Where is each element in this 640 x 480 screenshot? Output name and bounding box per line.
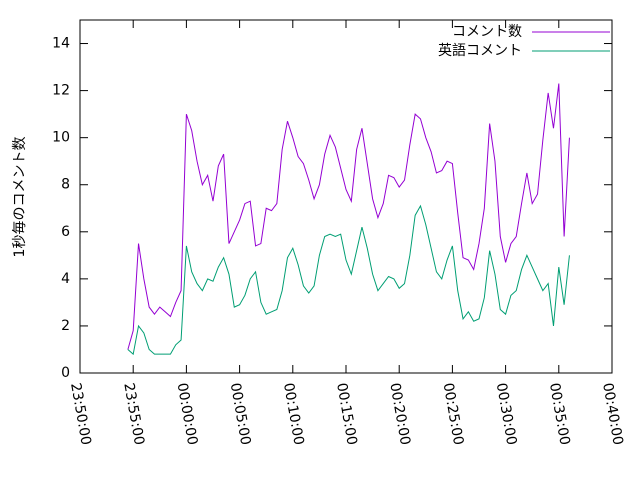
x-tick-label: 00:30:00 [493, 382, 520, 447]
series-line [127, 204, 570, 356]
x-tick-label: 00:20:00 [386, 382, 413, 447]
x-tick-label: 00:00:00 [174, 382, 201, 447]
x-tick-label: 00:15:00 [333, 382, 360, 447]
plot-border [79, 19, 613, 374]
series-line [127, 83, 570, 350]
y-tick-label: 10 [52, 130, 70, 146]
x-tick-label: 00:25:00 [440, 382, 467, 447]
y-tick-label: 6 [61, 224, 70, 240]
y-tick-label: 8 [61, 177, 70, 193]
x-tick-label: 00:35:00 [546, 382, 573, 447]
legend-label: コメント数 [452, 24, 522, 40]
x-tick-label: 00:05:00 [227, 382, 254, 447]
y-tick-label: 4 [61, 271, 70, 287]
y-tick-label: 0 [61, 365, 70, 381]
x-tick-label: 23:55:00 [120, 382, 147, 447]
y-tick-label: 2 [61, 318, 70, 334]
legend-label: 英語コメント [438, 42, 522, 59]
y-axis-label: 1秒毎のコメント数 [12, 137, 28, 258]
x-tick-label: 00:40:00 [599, 382, 626, 447]
y-tick-label: 12 [52, 83, 70, 99]
y-tick-label: 14 [52, 36, 70, 52]
x-tick-label: 23:50:00 [67, 382, 94, 447]
x-tick-label: 00:10:00 [280, 382, 307, 447]
